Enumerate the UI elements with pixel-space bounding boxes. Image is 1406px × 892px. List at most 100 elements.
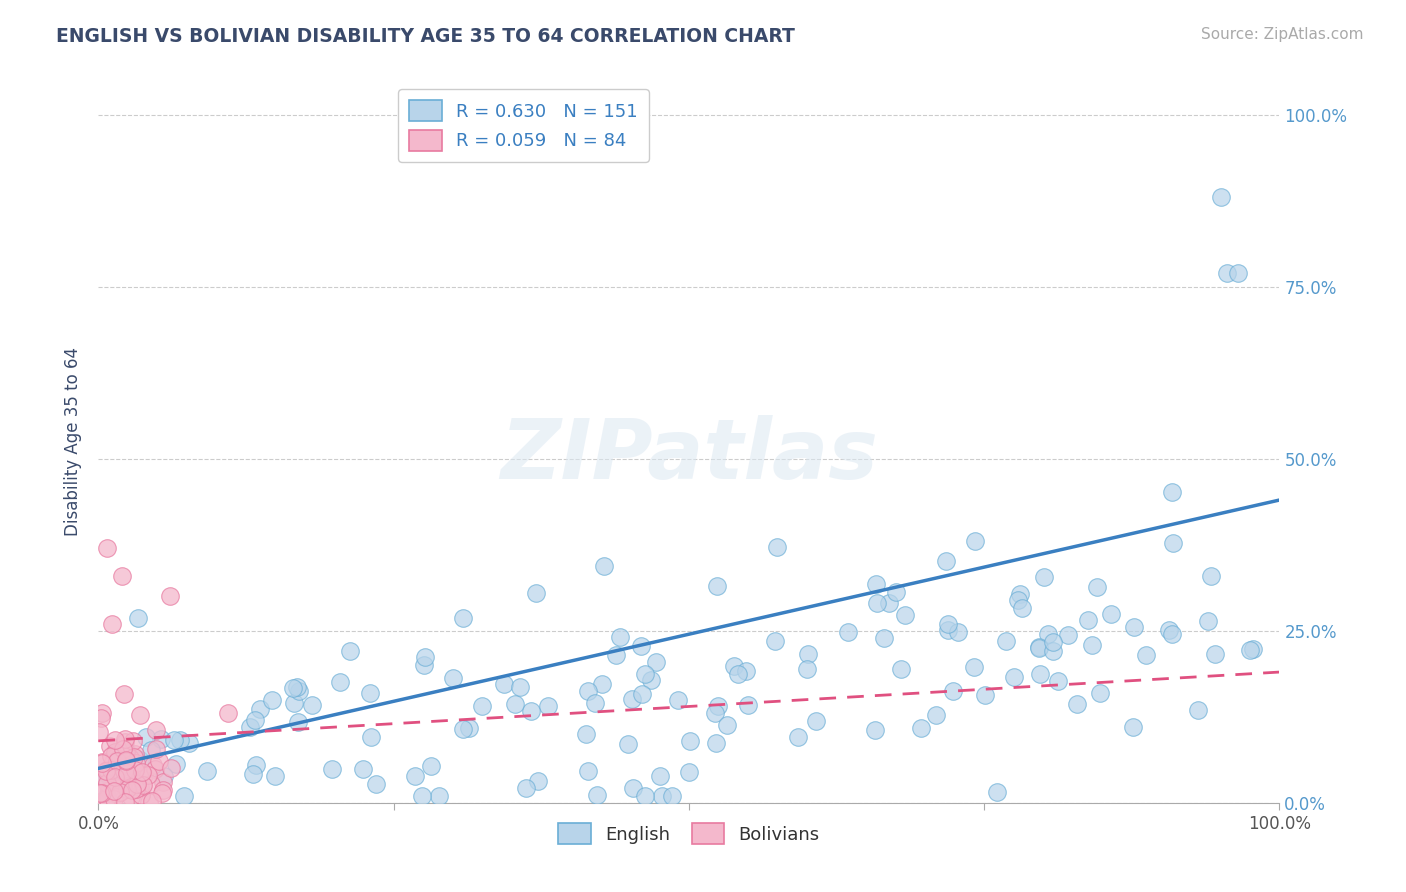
Point bbox=[139, 777, 162, 791]
Point bbox=[1122, 620, 1144, 634]
Point bbox=[114, 731, 136, 746]
Point bbox=[115, 755, 138, 769]
Point bbox=[1077, 613, 1099, 627]
Point bbox=[124, 763, 146, 777]
Point bbox=[321, 762, 343, 776]
Point bbox=[108, 772, 131, 787]
Point bbox=[890, 661, 912, 675]
Point bbox=[173, 789, 195, 803]
Legend: English, Bolivians: English, Bolivians bbox=[551, 816, 827, 852]
Point bbox=[763, 634, 786, 648]
Point bbox=[661, 789, 683, 803]
Point bbox=[942, 683, 965, 698]
Point bbox=[262, 693, 284, 707]
Point bbox=[111, 568, 134, 582]
Point bbox=[162, 732, 184, 747]
Point bbox=[100, 764, 122, 778]
Point bbox=[87, 724, 110, 739]
Point bbox=[427, 789, 450, 803]
Point bbox=[451, 722, 474, 736]
Point bbox=[91, 706, 114, 721]
Point bbox=[107, 751, 129, 765]
Point bbox=[735, 664, 758, 678]
Point bbox=[118, 764, 141, 778]
Point bbox=[142, 757, 165, 772]
Point bbox=[1057, 628, 1080, 642]
Point bbox=[122, 734, 145, 748]
Point bbox=[704, 736, 727, 750]
Point bbox=[494, 677, 516, 691]
Point bbox=[352, 763, 374, 777]
Point bbox=[1122, 720, 1144, 734]
Point bbox=[1161, 485, 1184, 500]
Point bbox=[1008, 587, 1031, 601]
Text: Source: ZipAtlas.com: Source: ZipAtlas.com bbox=[1201, 27, 1364, 42]
Point bbox=[1135, 648, 1157, 662]
Point bbox=[411, 789, 433, 803]
Point bbox=[704, 706, 727, 721]
Point bbox=[616, 737, 638, 751]
Point bbox=[100, 749, 122, 764]
Point bbox=[150, 786, 173, 800]
Point bbox=[118, 774, 141, 789]
Point bbox=[153, 769, 176, 783]
Point bbox=[936, 616, 959, 631]
Point bbox=[160, 761, 183, 775]
Point bbox=[125, 776, 148, 790]
Point bbox=[1032, 570, 1054, 584]
Point bbox=[152, 783, 174, 797]
Point bbox=[1066, 697, 1088, 711]
Point bbox=[177, 736, 200, 750]
Point bbox=[117, 746, 139, 760]
Point bbox=[1239, 642, 1261, 657]
Point bbox=[936, 624, 959, 638]
Point bbox=[837, 624, 859, 639]
Point bbox=[1028, 666, 1050, 681]
Point bbox=[451, 611, 474, 625]
Point bbox=[301, 698, 323, 713]
Point bbox=[115, 745, 138, 759]
Point bbox=[132, 767, 155, 781]
Point bbox=[120, 790, 142, 805]
Point bbox=[114, 746, 136, 760]
Point bbox=[114, 735, 136, 749]
Point bbox=[1197, 614, 1219, 628]
Point bbox=[995, 633, 1018, 648]
Point bbox=[737, 698, 759, 712]
Point bbox=[586, 788, 609, 802]
Point bbox=[96, 763, 118, 777]
Point bbox=[242, 767, 264, 781]
Point bbox=[94, 771, 117, 785]
Point bbox=[1081, 639, 1104, 653]
Point bbox=[1199, 569, 1222, 583]
Point bbox=[98, 783, 121, 797]
Point bbox=[973, 689, 995, 703]
Point bbox=[630, 640, 652, 654]
Point bbox=[723, 659, 745, 673]
Point bbox=[866, 596, 889, 610]
Point bbox=[651, 789, 673, 803]
Point bbox=[509, 680, 531, 694]
Point bbox=[1243, 642, 1265, 657]
Point bbox=[591, 676, 613, 690]
Point bbox=[910, 721, 932, 735]
Point bbox=[645, 655, 668, 669]
Point bbox=[865, 577, 887, 591]
Point bbox=[1028, 640, 1050, 655]
Point bbox=[96, 776, 118, 790]
Point bbox=[666, 693, 689, 707]
Point bbox=[90, 711, 112, 725]
Point bbox=[111, 741, 134, 756]
Point bbox=[117, 765, 139, 780]
Point bbox=[1011, 600, 1033, 615]
Point bbox=[143, 762, 166, 776]
Point bbox=[197, 764, 219, 778]
Point bbox=[678, 764, 700, 779]
Point bbox=[413, 650, 436, 665]
Point bbox=[104, 770, 127, 784]
Point bbox=[129, 753, 152, 767]
Point bbox=[145, 723, 167, 738]
Point bbox=[169, 732, 191, 747]
Point bbox=[89, 768, 111, 782]
Point bbox=[727, 667, 749, 681]
